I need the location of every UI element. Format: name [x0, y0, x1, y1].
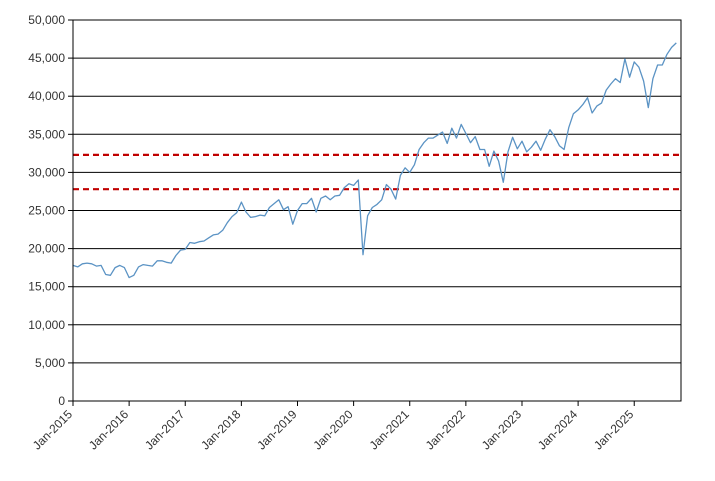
y-tick-label: 25,000 — [28, 204, 65, 218]
x-tick-label: Jan-2025 — [591, 407, 637, 453]
y-tick-label: 5,000 — [35, 356, 65, 370]
y-axis-tick-labels: 0 5,000 10,000 15,000 20,000 25,000 30,000 35,0… — [28, 13, 65, 408]
y-tick-label: 30,000 — [28, 165, 65, 179]
x-tick-label: Jan-2020 — [310, 407, 356, 453]
x-tick-label: Jan-2022 — [423, 407, 469, 453]
x-tick-label: Jan-2024 — [535, 407, 581, 453]
y-tick-label: 15,000 — [28, 280, 65, 294]
axes — [72, 19, 682, 402]
y-tick-label: 20,000 — [28, 242, 65, 256]
gridlines — [68, 19, 681, 406]
x-tick-label: Jan-2018 — [198, 407, 244, 453]
x-tick-label: Jan-2023 — [479, 407, 525, 453]
y-tick-label: 35,000 — [28, 127, 65, 141]
y-tick-label: 50,000 — [28, 13, 65, 27]
plot-area-border — [72, 19, 682, 402]
y-tick-label: 10,000 — [28, 318, 65, 332]
x-tick-label: Jan-2015 — [30, 407, 76, 453]
y-tick-label: 0 — [58, 394, 65, 408]
x-tick-label: Jan-2021 — [367, 407, 413, 453]
reference-lines — [73, 153, 681, 191]
x-axis-tick-labels: Jan-2015 Jan-2016 Jan-2017 Jan-2018 Jan-2019… — [30, 407, 637, 453]
x-tick-label: Jan-2017 — [142, 407, 188, 453]
series-group — [72, 42, 677, 279]
series-line-1 — [72, 42, 677, 279]
y-tick-label: 45,000 — [28, 51, 65, 65]
y-tick-label: 40,000 — [28, 89, 65, 103]
x-tick-label: Jan-2016 — [86, 407, 132, 453]
x-tick-label: Jan-2019 — [254, 407, 300, 453]
